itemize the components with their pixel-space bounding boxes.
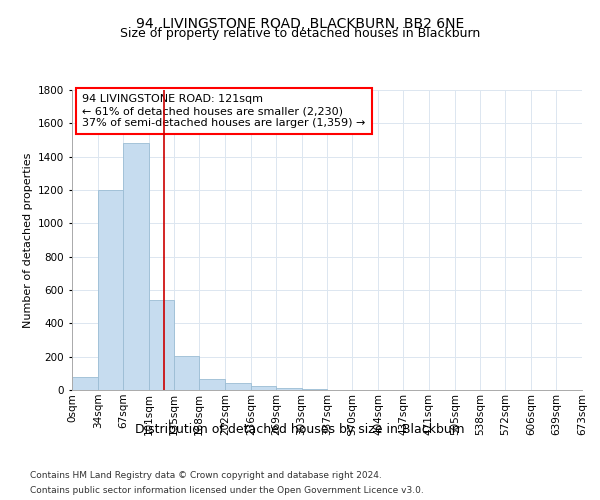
Bar [175, 356, 199, 390]
Text: Contains public sector information licensed under the Open Government Licence v3: Contains public sector information licen… [30, 486, 424, 495]
Text: Contains HM Land Registry data © Crown copyright and database right 2024.: Contains HM Land Registry data © Crown c… [30, 471, 382, 480]
Text: Size of property relative to detached houses in Blackburn: Size of property relative to detached ho… [120, 28, 480, 40]
Bar [302, 389, 328, 390]
Bar [225, 382, 251, 390]
Text: Distribution of detached houses by size in Blackburn: Distribution of detached houses by size … [135, 422, 465, 436]
Bar [149, 300, 175, 390]
Bar [98, 190, 123, 390]
Y-axis label: Number of detached properties: Number of detached properties [23, 152, 32, 328]
Bar [72, 376, 98, 390]
Bar [251, 386, 276, 390]
Bar [199, 379, 225, 390]
Bar [276, 388, 302, 390]
Text: 94 LIVINGSTONE ROAD: 121sqm
← 61% of detached houses are smaller (2,230)
37% of : 94 LIVINGSTONE ROAD: 121sqm ← 61% of det… [82, 94, 365, 128]
Bar [123, 144, 149, 390]
Text: 94, LIVINGSTONE ROAD, BLACKBURN, BB2 6NE: 94, LIVINGSTONE ROAD, BLACKBURN, BB2 6NE [136, 18, 464, 32]
